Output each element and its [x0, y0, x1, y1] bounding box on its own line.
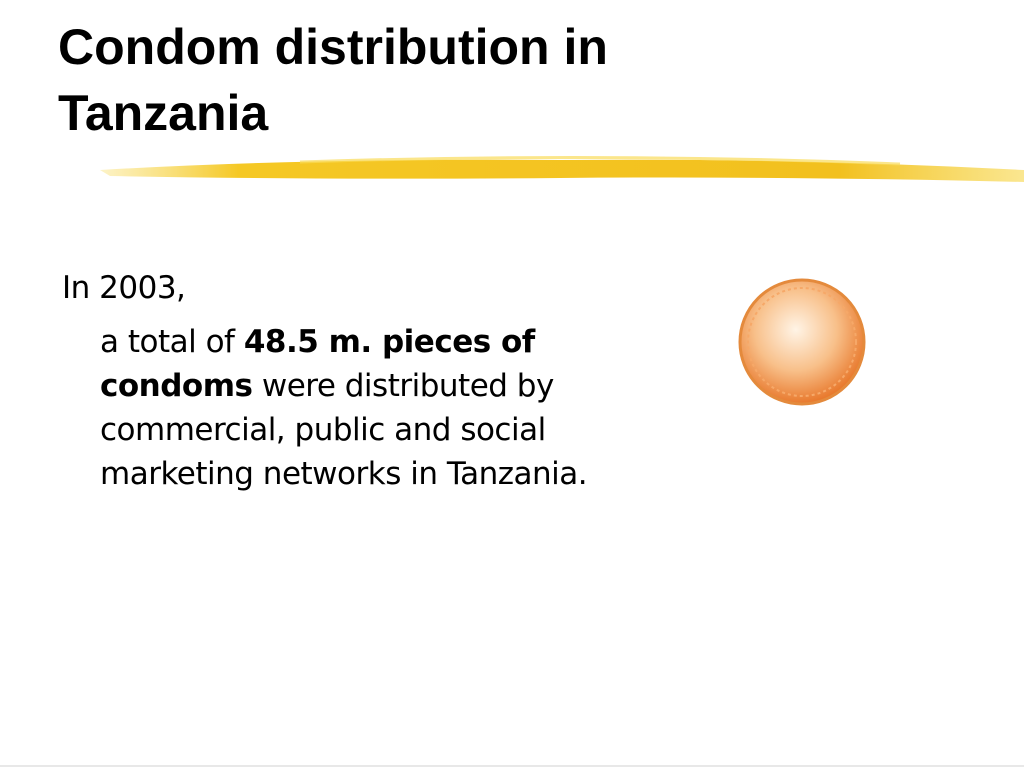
slide-title: Condom distribution in Tanzania: [58, 19, 608, 141]
bullet-text: a total of 48.5 m. pieces of condoms wer…: [100, 320, 660, 496]
brush-stroke: [100, 159, 1024, 182]
condom-image: [747, 287, 857, 397]
bullet-lead: In 2003,: [62, 270, 186, 306]
brush-stroke: [299, 155, 901, 166]
text: a total of: [100, 324, 244, 360]
condom-image: [738, 278, 866, 406]
text: were distributed by commercial, public a…: [100, 368, 588, 492]
bold-text: 48.5 m. pieces of condoms: [100, 324, 535, 404]
